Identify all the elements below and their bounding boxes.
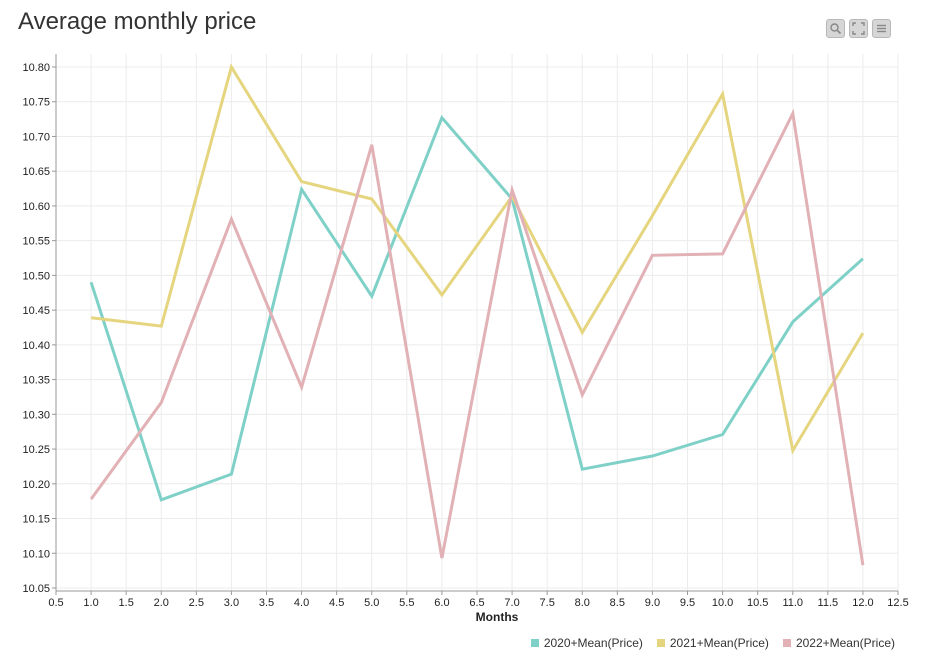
x-tick-label: 4.5: [329, 597, 344, 609]
y-tick-label: 10.75: [22, 97, 50, 109]
x-tick-label: 12.0: [852, 597, 873, 609]
y-tick-label: 10.20: [22, 479, 50, 491]
x-tick-label: 7.0: [504, 597, 519, 609]
x-tick-labels: 0.5 1.0 1.5 2.0 2.5 3.0 3.5 4.0 4.5 5.0 5.5 6.0 6.5 7…: [48, 597, 908, 609]
y-tick-label: 10.30: [22, 409, 50, 421]
legend-label: 2022+Mean(Price): [795, 636, 895, 650]
y-tick-label: 10.10: [22, 548, 50, 560]
x-tick-label: 5.0: [364, 597, 379, 609]
y-tick-label: 10.50: [22, 270, 50, 282]
x-axis-title: Months: [476, 610, 519, 624]
zoom-button[interactable]: [826, 19, 845, 38]
series-lines: [89, 63, 865, 566]
series-line-1: [89, 114, 864, 502]
y-tick-label: 10.80: [22, 62, 50, 74]
x-tick-label: 1.5: [119, 597, 134, 609]
y-tick-label: 10.40: [22, 340, 50, 352]
x-tick-label: 10.0: [712, 597, 733, 609]
y-tick-labels: 10.05 10.10 10.15 10.20 10.25 10.30 10.35 10.40…: [22, 62, 50, 595]
legend-item-3[interactable]: 2022+Mean(Price): [782, 636, 895, 650]
y-tick-label: 10.60: [22, 201, 50, 213]
axes: [52, 54, 899, 595]
legend-item-1[interactable]: 2020+Mean(Price): [530, 636, 643, 650]
x-tick-label: 11.5: [818, 597, 839, 609]
x-tick-label: 6.5: [469, 597, 484, 609]
chart-toolbar: [826, 19, 891, 38]
y-tick-label: 10.65: [22, 166, 50, 178]
legend-swatch: [782, 639, 791, 647]
fullscreen-button[interactable]: [849, 19, 868, 38]
y-tick-label: 10.70: [22, 131, 50, 143]
y-tick-label: 10.45: [22, 305, 50, 317]
x-tick-label: 10.5: [747, 597, 768, 609]
x-tick-label: 0.5: [48, 597, 63, 609]
legend-swatch: [530, 639, 539, 647]
x-tick-label: 11.0: [782, 597, 803, 609]
zoom-icon: [830, 23, 842, 35]
x-tick-label: 9.5: [680, 597, 695, 609]
x-tick-label: 7.5: [540, 597, 555, 609]
x-tick-label: 12.5: [887, 597, 908, 609]
menu-button[interactable]: [872, 19, 891, 38]
series-line-3: [89, 108, 865, 566]
legend-item-2[interactable]: 2021+Mean(Price): [656, 636, 769, 650]
legend-label: 2021+Mean(Price): [669, 636, 769, 650]
x-tick-label: 2.5: [189, 597, 204, 609]
x-tick-label: 9.0: [645, 597, 660, 609]
y-tick-label: 10.15: [22, 514, 50, 526]
legend-label: 2020+Mean(Price): [543, 636, 643, 650]
x-tick-label: 3.0: [224, 597, 239, 609]
legend: 2020+Mean(Price) 2021+Mean(Price) 2022+Mea…: [530, 636, 895, 650]
y-tick-label: 10.55: [22, 236, 50, 248]
series-line-2: [90, 63, 865, 455]
grid-lines: [55, 54, 899, 591]
x-tick-label: 5.5: [399, 597, 414, 609]
x-tick-label: 2.0: [154, 597, 169, 609]
chart-title: Average monthly price: [18, 8, 257, 35]
x-tick-label: 3.5: [259, 597, 274, 609]
x-tick-label: 4.0: [294, 597, 309, 609]
x-tick-label: 6.0: [434, 597, 449, 609]
y-tick-label: 10.05: [22, 583, 50, 595]
x-tick-label: 1.0: [83, 597, 98, 609]
legend-swatch: [656, 639, 665, 647]
x-tick-label: 8.0: [575, 597, 590, 609]
fullscreen-icon: [852, 22, 865, 35]
y-tick-label: 10.25: [22, 444, 50, 456]
y-tick-label: 10.35: [22, 375, 50, 387]
menu-icon: [877, 24, 886, 33]
x-tick-label: 8.5: [610, 597, 625, 609]
